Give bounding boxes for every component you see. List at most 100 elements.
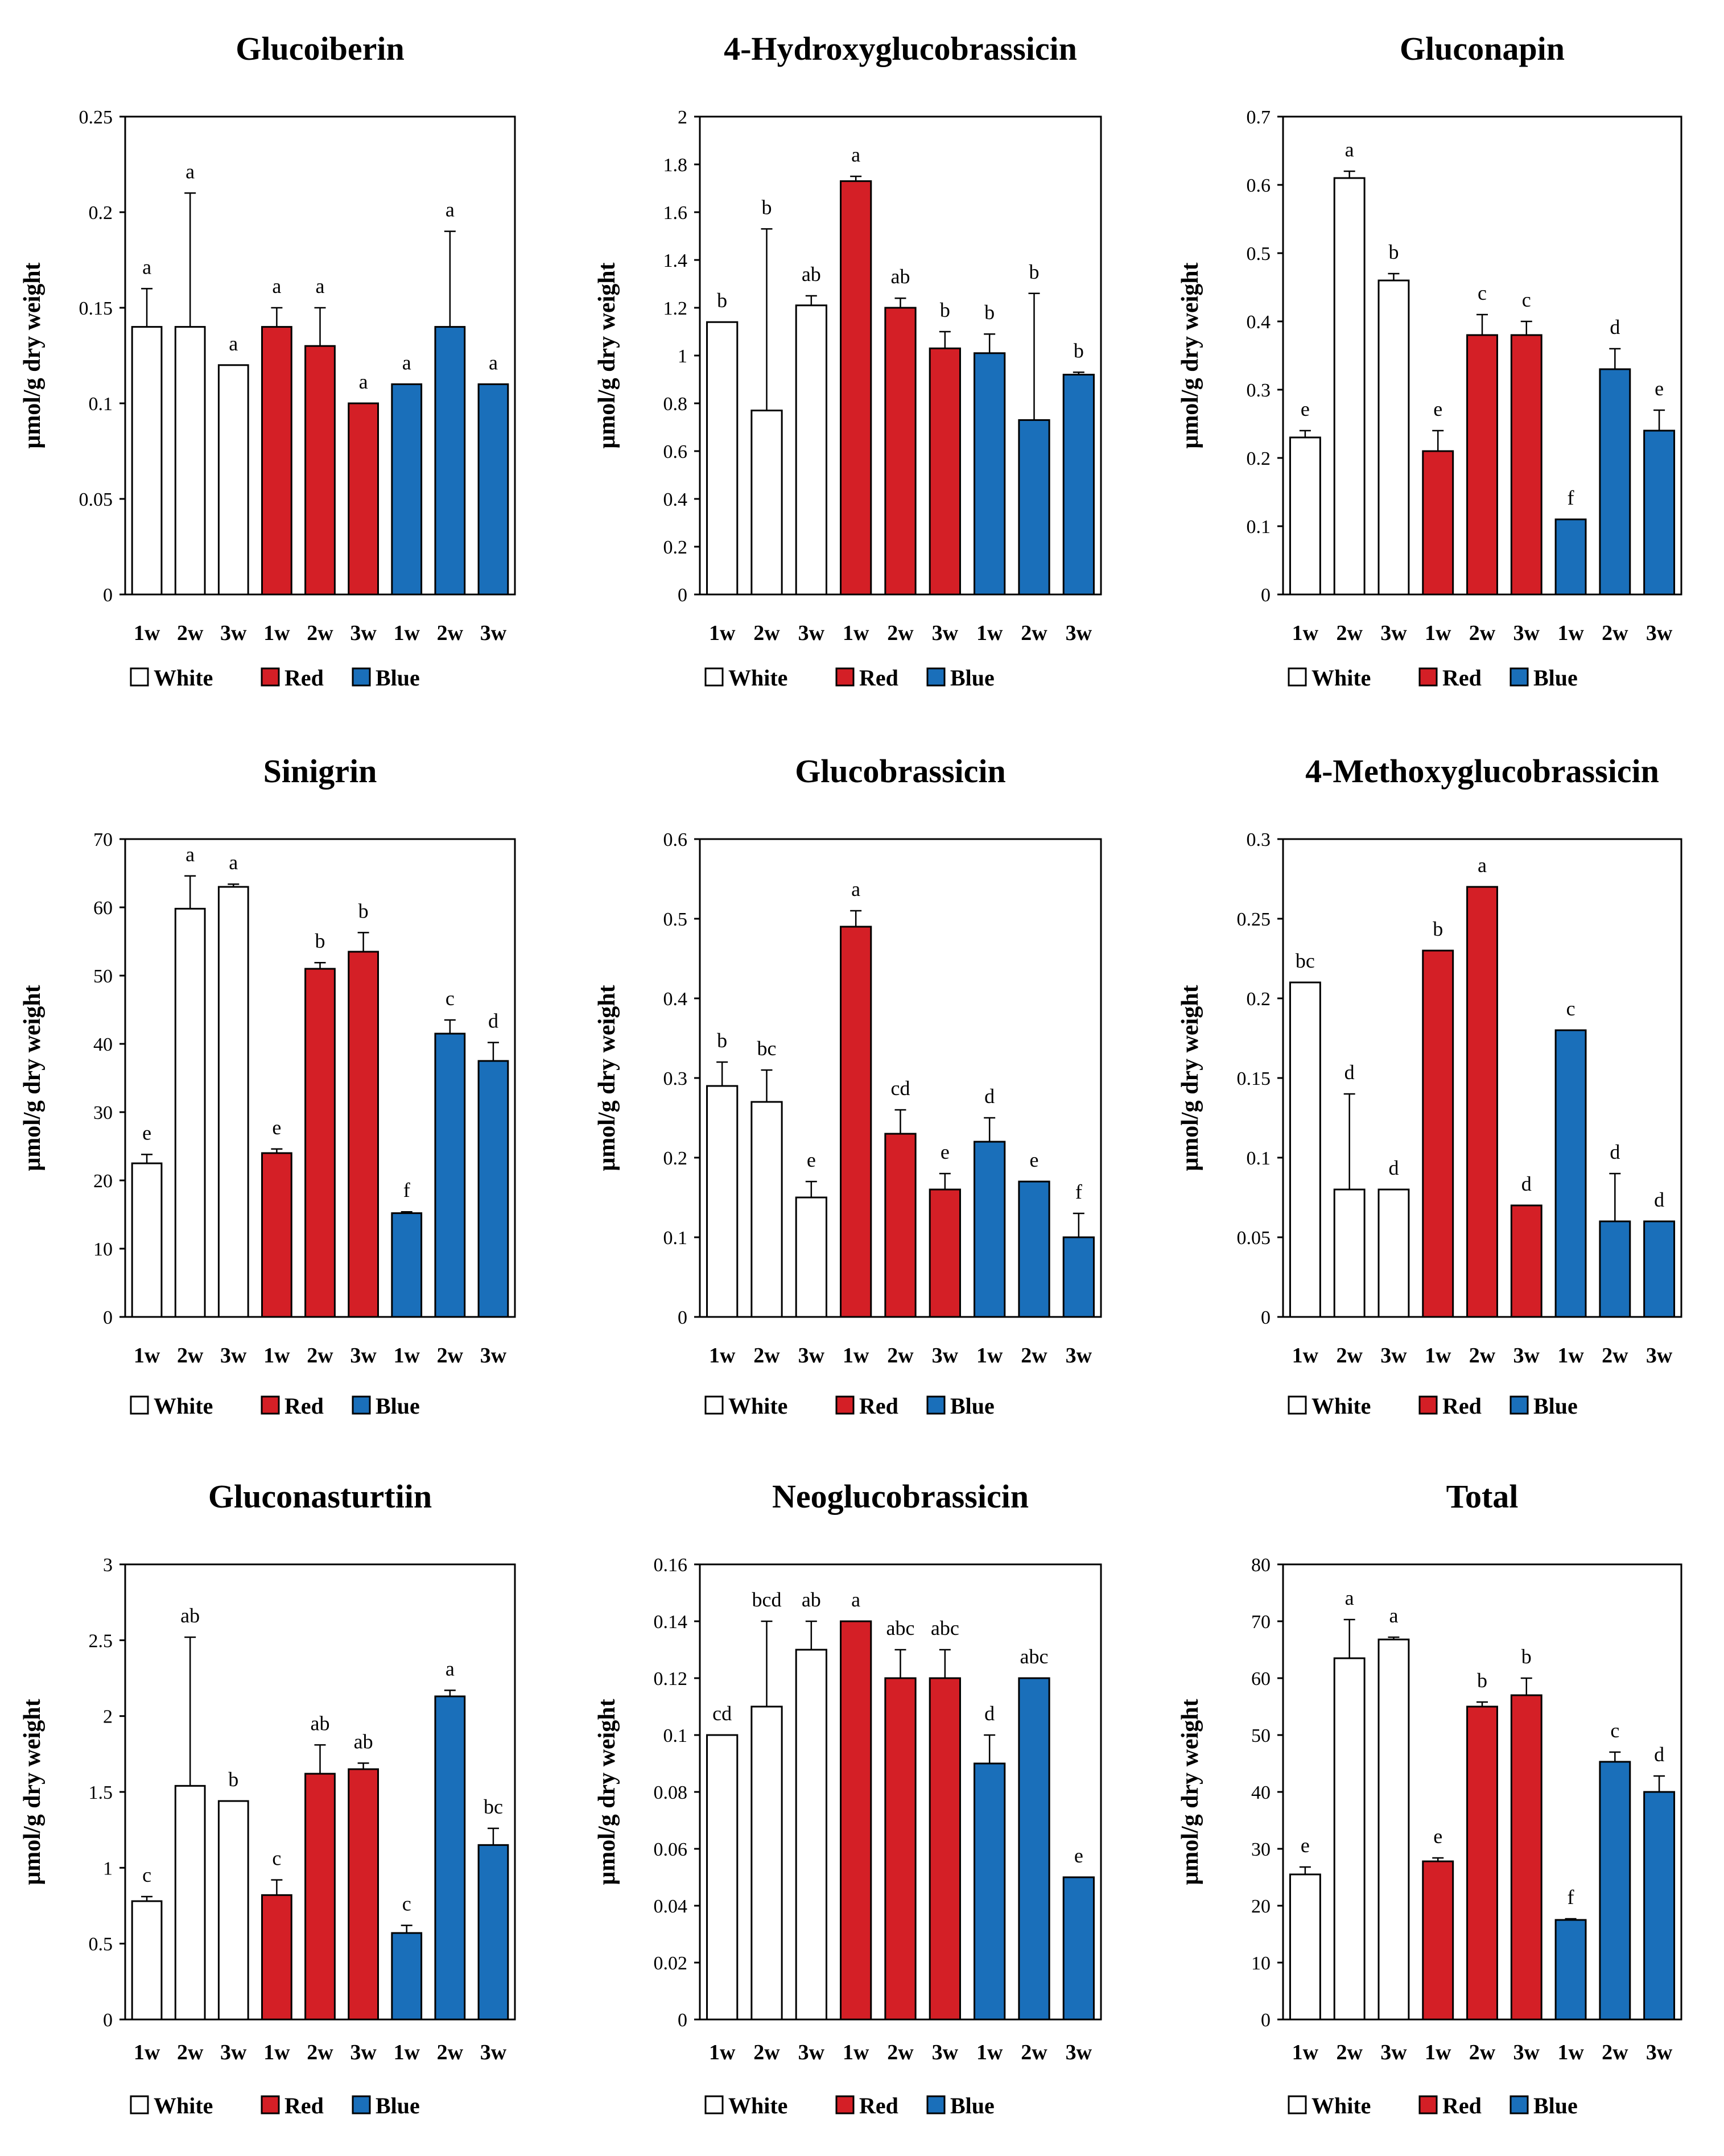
chart-panel-sinigrin: Sinigrin μmol/g dry weight 0 10 20 30 40 50 60 70… (19, 753, 516, 1419)
significance-letter: b (717, 289, 727, 312)
x-tick-label: 1w (1557, 1344, 1584, 1368)
legend-swatch-blue (352, 667, 371, 687)
x-tick-label: 1w (393, 621, 420, 645)
bar-blue-1w (974, 1141, 1006, 1318)
significance-letter: c (402, 1893, 411, 1915)
significance-letter: ab (180, 1604, 200, 1627)
significance-letter: a (272, 275, 281, 298)
chart-title: Total (1446, 1478, 1519, 1515)
significance-letter: e (941, 1141, 950, 1163)
bar-white-1w (131, 326, 163, 596)
x-tick-label: 1w (134, 1344, 160, 1368)
significance-letter: a (316, 275, 325, 298)
x-tick-label: 2w (753, 2041, 780, 2064)
x-tick-label: 2w (1336, 1344, 1363, 1368)
chart-title: Sinigrin (263, 753, 377, 790)
chart-panel-gluconapin: Gluconapin μmol/g dry weight 0 0.1 0.2 0.3 0.4… (1177, 30, 1682, 691)
y-tick-label: 0.5 (89, 1934, 113, 1955)
significance-letter: a (142, 255, 151, 278)
y-tick-label: 0.2 (1247, 448, 1271, 469)
legend-swatch-blue (926, 667, 946, 687)
bar-white-3w (1377, 1638, 1410, 2021)
significance-letter: bc (1296, 949, 1315, 972)
bar-white-2w (174, 326, 206, 596)
chart-panel-neoglucobrassicin: Neoglucobrassicin μmol/g dry weight 0 0.02 0… (594, 1478, 1102, 2118)
significance-letter: ab (802, 1588, 821, 1611)
significance-letter: e (142, 1121, 151, 1144)
y-tick-label: 0.6 (1247, 175, 1271, 196)
x-tick-label: 2w (1021, 1344, 1047, 1368)
y-tick-label: 40 (1251, 1782, 1271, 1803)
y-tick-label: 0.3 (663, 1068, 688, 1089)
legend-swatch-blue (1509, 667, 1529, 687)
legend-swatch-red (1418, 667, 1438, 687)
y-tick-label: 0.06 (654, 1839, 688, 1860)
y-tick-label: 2 (103, 1707, 113, 1728)
bar-blue-2w (434, 1695, 466, 2021)
y-tick-label: 40 (93, 1034, 113, 1055)
legend-swatch-red (1418, 2095, 1438, 2114)
y-tick-label: 0 (1261, 1307, 1271, 1328)
legend-label-white: White (728, 1393, 787, 1419)
bar-blue-3w (1062, 1876, 1095, 2021)
significance-letter: a (1345, 138, 1354, 161)
bar-white-1w (131, 1900, 163, 2021)
legend-swatch-red (835, 1395, 855, 1415)
bar-white-2w (750, 410, 783, 596)
legend-label-blue: Blue (376, 2093, 420, 2118)
bar-blue-3w (477, 383, 509, 596)
bar-red-3w (348, 402, 379, 596)
x-tick-label: 3w (1066, 1344, 1092, 1368)
significance-letter: a (402, 351, 411, 374)
y-tick-label: 60 (1251, 1668, 1271, 1690)
bar-red-1w (1422, 1860, 1454, 2021)
y-tick-label: 0 (1261, 2010, 1271, 2031)
x-tick-label: 1w (263, 621, 290, 645)
legend-swatch-blue (1509, 2095, 1529, 2114)
x-tick-label: 2w (753, 1344, 780, 1368)
x-tick-label: 2w (307, 2041, 333, 2064)
y-tick-label: 0 (103, 585, 113, 606)
y-tick-label: 0.05 (1237, 1228, 1271, 1249)
y-axis-label: μmol/g dry weight (19, 262, 46, 448)
significance-letter: cd (891, 1077, 910, 1100)
y-tick-label: 2 (678, 107, 687, 128)
x-tick-label: 1w (393, 1344, 420, 1368)
bar-blue-1w (1554, 1919, 1587, 2021)
chart-panel-total: Total μmol/g dry weight 0 10 20 30 40 50 60 70 80 e… (1177, 1478, 1682, 2118)
bar-red-3w (1510, 1204, 1542, 1318)
x-tick-label: 1w (1292, 2041, 1319, 2064)
legend-label-red: Red (1442, 665, 1482, 691)
significance-letter: c (446, 987, 455, 1010)
y-tick-label: 80 (1251, 1555, 1271, 1576)
y-tick-label: 20 (93, 1171, 113, 1192)
bar-blue-1w (391, 383, 423, 596)
x-tick-label: 3w (350, 2041, 377, 2064)
significance-letter: e (1301, 1834, 1310, 1857)
significance-letter: a (359, 370, 368, 393)
bar-blue-2w (1599, 368, 1631, 596)
y-tick-label: 70 (1251, 1612, 1271, 1633)
y-tick-label: 0.3 (1247, 829, 1271, 850)
bar-white-2w (1333, 1188, 1366, 1318)
x-tick-label: 2w (1602, 2041, 1628, 2064)
bar-blue-2w (1018, 419, 1050, 596)
legend-label-white: White (1311, 1393, 1371, 1419)
significance-letter: a (446, 1657, 455, 1680)
legend-label-red: Red (1442, 1393, 1482, 1419)
x-tick-label: 3w (932, 2041, 959, 2064)
bar-red-1w (261, 1894, 292, 2021)
significance-letter: d (1610, 316, 1620, 338)
bar-red-2w (884, 307, 917, 596)
y-tick-label: 0.14 (654, 1612, 688, 1633)
significance-letter: f (403, 1179, 410, 1201)
significance-letter: e (1301, 398, 1310, 420)
x-tick-label: 2w (1469, 1344, 1496, 1368)
y-tick-label: 0.4 (663, 489, 688, 510)
y-tick-label: 70 (93, 829, 113, 850)
significance-letter: d (1344, 1061, 1355, 1084)
x-tick-label: 2w (437, 1344, 464, 1368)
x-tick-label: 1w (1292, 1344, 1319, 1368)
legend-swatch-red (835, 667, 855, 687)
